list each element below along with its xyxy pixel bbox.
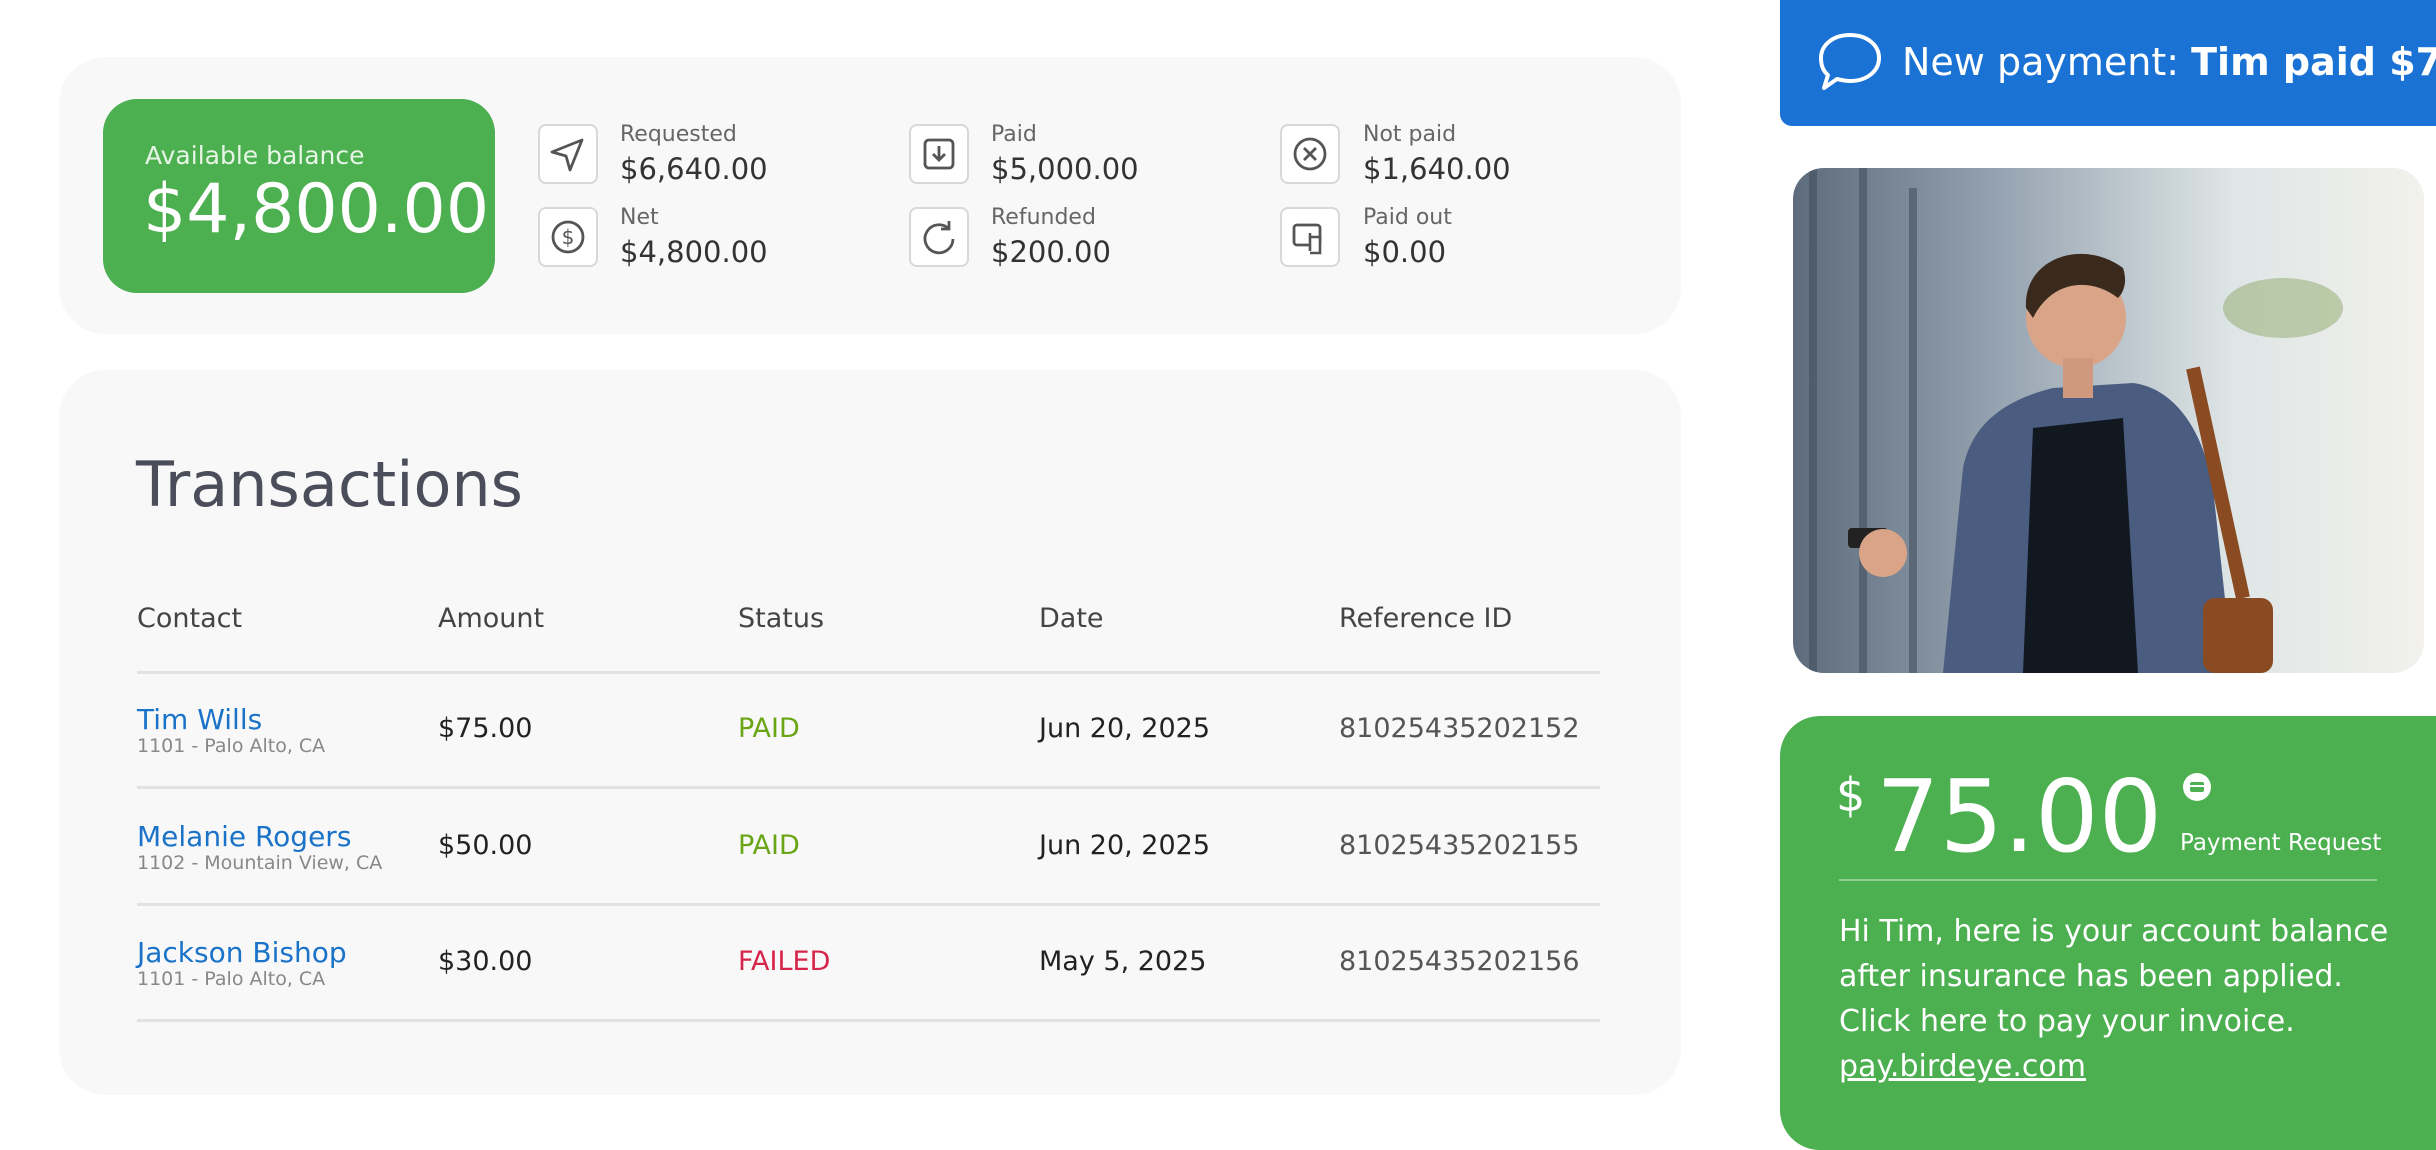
chat-icon: [1819, 33, 1881, 90]
date: Jun 20, 2025: [1039, 713, 1211, 744]
reference-id: 81025435202152: [1339, 713, 1580, 744]
contact-name[interactable]: Tim Wills: [137, 703, 263, 736]
amount: $75.00: [438, 713, 533, 744]
contact-name[interactable]: Jackson Bishop: [137, 936, 347, 969]
column-header: Status: [738, 603, 825, 634]
notification-highlight: Tim paid $75: [2191, 40, 2436, 84]
reference-id: 81025435202156: [1339, 946, 1580, 977]
notification-text: New payment: Tim paid $75: [1902, 40, 2436, 84]
column-header: Reference ID: [1339, 603, 1513, 634]
notification-prefix: New payment:: [1902, 40, 2180, 84]
reference-id: 81025435202155: [1339, 829, 1580, 861]
date: Jun 20, 2025: [1039, 829, 1211, 861]
amount: $50.00: [438, 829, 533, 861]
stat-value: $5,000.00: [991, 152, 1139, 186]
payment-currency: $: [1836, 768, 1866, 822]
icon-paid: [909, 124, 969, 184]
row-divider: [137, 671, 1600, 674]
balance-card: [103, 99, 495, 293]
stat-label: Not paid: [1363, 122, 1457, 147]
stat-value: $1,640.00: [1363, 152, 1511, 186]
message-line: after insurance has been applied.: [1839, 959, 2343, 994]
photo: [1793, 168, 2424, 673]
status: FAILED: [738, 946, 831, 977]
row-divider: [137, 1019, 1600, 1022]
icon-requested: [538, 124, 598, 184]
stat-label: Refunded: [991, 205, 1096, 230]
contact-location: 1101 - Palo Alto, CA: [137, 735, 326, 757]
payment-label: Payment Request: [2180, 830, 2382, 856]
icon-net: $: [538, 207, 598, 267]
payment-divider: [1839, 879, 2377, 881]
icon-paid-out: [1280, 207, 1340, 267]
payment-card: [1780, 716, 2436, 1150]
transactions-title: Transactions: [136, 448, 523, 521]
icon-not-paid: [1280, 124, 1340, 184]
payment-link[interactable]: pay.birdeye.com: [1839, 1049, 2086, 1084]
column-header: Date: [1039, 603, 1104, 634]
payment-icon: [2183, 773, 2211, 801]
svg-text:$: $: [562, 225, 575, 249]
row-divider: [137, 786, 1600, 789]
row-divider: [137, 903, 1600, 906]
date: May 5, 2025: [1039, 946, 1207, 977]
notification[interactable]: [1780, 0, 2436, 126]
contact-location: 1101 - Palo Alto, CA: [137, 968, 326, 990]
contact-name[interactable]: Melanie Rogers: [137, 819, 352, 853]
stat-label: Requested: [620, 122, 737, 147]
stat-value: $200.00: [991, 235, 1111, 269]
transactions-card: [59, 370, 1681, 1095]
stat-label: Net: [620, 205, 659, 230]
status: PAID: [738, 713, 800, 744]
message-line: Hi Tim, here is your account balance: [1839, 914, 2389, 949]
balance-value: $4,800.00: [143, 170, 490, 249]
column-header: Amount: [438, 603, 545, 634]
icon-refunded: [909, 207, 969, 267]
message-line: Click here to pay your invoice.: [1839, 1004, 2295, 1039]
stat-value: $0.00: [1363, 235, 1447, 269]
balance-label: Available balance: [145, 141, 365, 170]
column-header: Contact: [137, 603, 243, 634]
stat-value: $4,800.00: [620, 235, 768, 269]
status: PAID: [738, 829, 800, 861]
payment-amount: 75.00: [1876, 758, 2163, 875]
stat-label: Paid out: [1363, 205, 1452, 230]
stat-label: Paid: [991, 122, 1037, 147]
stat-value: $6,640.00: [620, 152, 768, 186]
contact-location: 1102 - Mountain View, CA: [137, 851, 383, 874]
amount: $30.00: [438, 946, 533, 977]
